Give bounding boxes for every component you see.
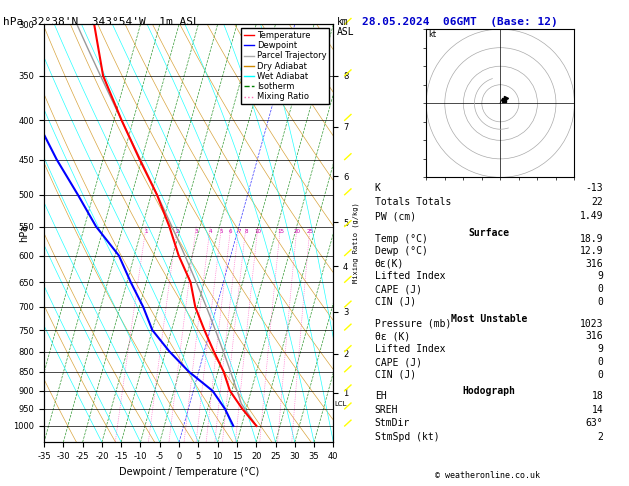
- Text: Dewp (°C): Dewp (°C): [375, 246, 428, 256]
- Text: km: km: [337, 17, 348, 27]
- Text: 0: 0: [598, 370, 603, 380]
- Legend: Temperature, Dewpoint, Parcel Trajectory, Dry Adiabat, Wet Adiabat, Isotherm, Mi: Temperature, Dewpoint, Parcel Trajectory…: [242, 29, 329, 104]
- Text: Pressure (mb): Pressure (mb): [375, 319, 451, 329]
- Text: 14: 14: [592, 404, 603, 415]
- Text: CAPE (J): CAPE (J): [375, 284, 422, 294]
- Text: SREH: SREH: [375, 404, 398, 415]
- Text: CIN (J): CIN (J): [375, 370, 416, 380]
- Text: 2: 2: [175, 228, 179, 234]
- Text: -13: -13: [586, 183, 603, 193]
- Text: 4: 4: [209, 228, 212, 234]
- Text: 1.49: 1.49: [580, 211, 603, 221]
- Text: 316: 316: [586, 331, 603, 342]
- Text: 6: 6: [229, 228, 233, 234]
- Text: 8: 8: [244, 228, 248, 234]
- Text: LCL: LCL: [334, 400, 347, 407]
- Text: 18: 18: [592, 391, 603, 401]
- Text: 28.05.2024  06GMT  (Base: 12): 28.05.2024 06GMT (Base: 12): [362, 17, 557, 27]
- Text: hPa: hPa: [19, 225, 29, 242]
- Text: 15: 15: [277, 228, 284, 234]
- X-axis label: Dewpoint / Temperature (°C): Dewpoint / Temperature (°C): [119, 467, 259, 477]
- Text: 10: 10: [255, 228, 262, 234]
- Text: 18.9: 18.9: [580, 234, 603, 243]
- Text: K: K: [375, 183, 381, 193]
- Text: hPa: hPa: [3, 17, 23, 27]
- Text: 32°38'N  343°54'W  1m ASL: 32°38'N 343°54'W 1m ASL: [31, 17, 200, 27]
- Text: 5: 5: [220, 228, 223, 234]
- Text: Lifted Index: Lifted Index: [375, 344, 445, 354]
- Text: 20: 20: [294, 228, 301, 234]
- Text: StmSpd (kt): StmSpd (kt): [375, 432, 440, 442]
- Text: 9: 9: [598, 344, 603, 354]
- Text: 9: 9: [598, 272, 603, 281]
- Text: 25: 25: [306, 228, 314, 234]
- Text: Surface: Surface: [469, 228, 509, 238]
- Text: 0: 0: [598, 357, 603, 367]
- Text: StmDir: StmDir: [375, 418, 410, 428]
- Text: CIN (J): CIN (J): [375, 296, 416, 307]
- Text: PW (cm): PW (cm): [375, 211, 416, 221]
- Text: θε(K): θε(K): [375, 259, 404, 269]
- Text: 316: 316: [586, 259, 603, 269]
- Text: 2: 2: [598, 432, 603, 442]
- Text: 3: 3: [194, 228, 198, 234]
- Text: ASL: ASL: [337, 27, 354, 37]
- Text: Most Unstable: Most Unstable: [451, 313, 527, 324]
- Text: 22: 22: [592, 197, 603, 207]
- Text: Totals Totals: Totals Totals: [375, 197, 451, 207]
- Text: 7: 7: [237, 228, 241, 234]
- Text: θε (K): θε (K): [375, 331, 410, 342]
- Text: EH: EH: [375, 391, 386, 401]
- Text: Mixing Ratio (g/kg): Mixing Ratio (g/kg): [352, 203, 359, 283]
- Text: 0: 0: [598, 284, 603, 294]
- Text: CAPE (J): CAPE (J): [375, 357, 422, 367]
- Text: Hodograph: Hodograph: [462, 386, 516, 396]
- Text: 63°: 63°: [586, 418, 603, 428]
- Text: Lifted Index: Lifted Index: [375, 272, 445, 281]
- Text: kt: kt: [428, 30, 437, 38]
- Text: 12.9: 12.9: [580, 246, 603, 256]
- Text: © weatheronline.co.uk: © weatheronline.co.uk: [435, 471, 540, 480]
- Text: Temp (°C): Temp (°C): [375, 234, 428, 243]
- Text: 1023: 1023: [580, 319, 603, 329]
- Text: 1: 1: [144, 228, 148, 234]
- Text: 0: 0: [598, 296, 603, 307]
